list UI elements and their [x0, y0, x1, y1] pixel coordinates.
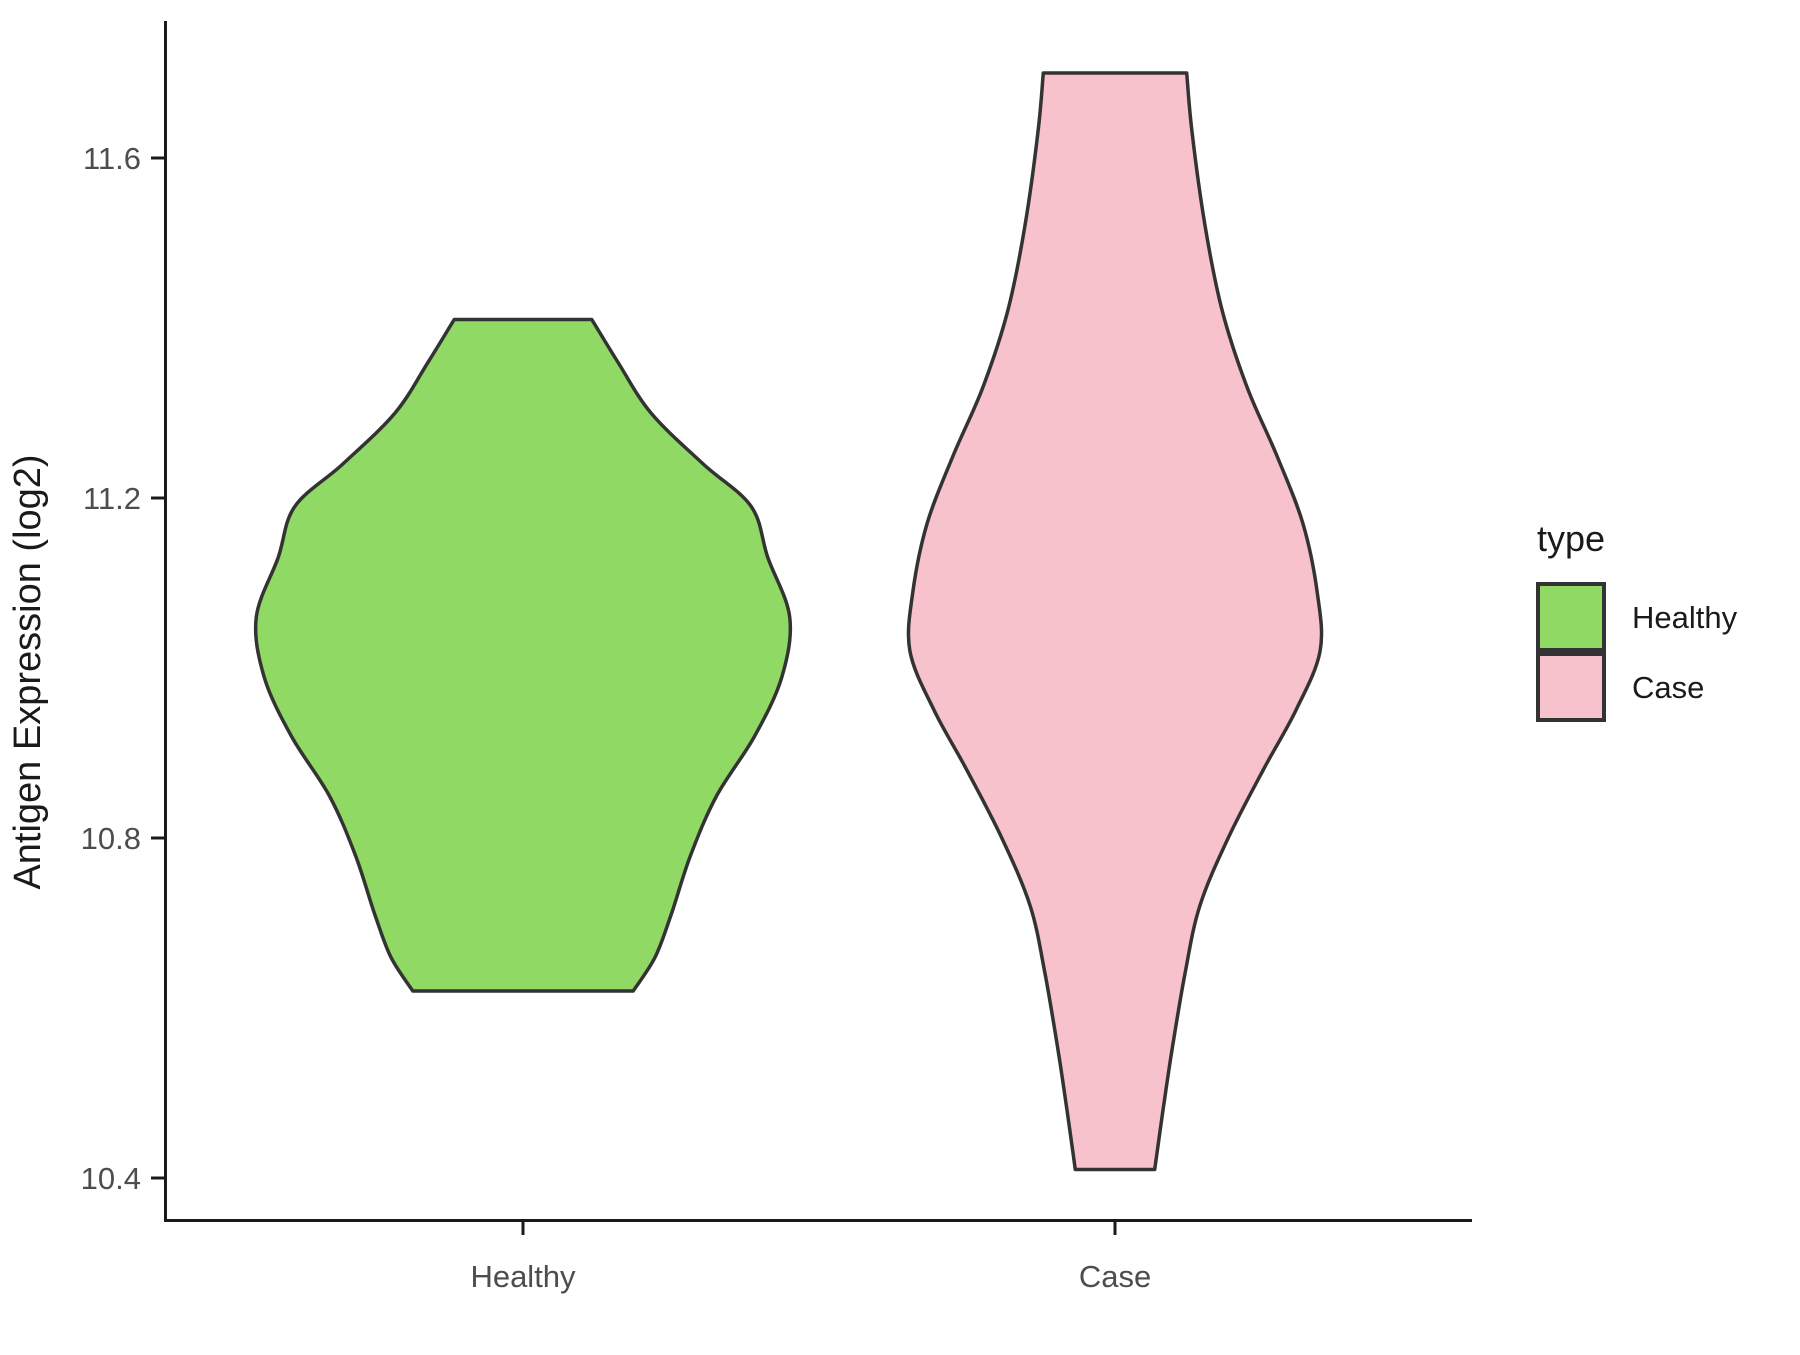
- y-tick-label: 11.6: [83, 141, 141, 176]
- x-category-label-case: Case: [1079, 1259, 1151, 1294]
- legend-key-healthy: [1536, 582, 1606, 652]
- y-tick-label: 10.8: [81, 821, 141, 856]
- y-axis-title: Antigen Expression (log2): [7, 454, 49, 889]
- violin-case: [906, 71, 1324, 1172]
- y-tick-label: 10.4: [81, 1161, 141, 1196]
- legend-key-case: [1536, 652, 1606, 722]
- y-tick-label: 11.2: [83, 481, 141, 516]
- legend: type Healthy Case: [1536, 518, 1738, 722]
- legend-label-healthy: Healthy: [1632, 600, 1738, 635]
- legend-title: type: [1537, 518, 1605, 559]
- violin-healthy: [253, 317, 793, 993]
- x-category-label-healthy: Healthy: [470, 1259, 576, 1294]
- legend-label-case: Case: [1632, 670, 1704, 705]
